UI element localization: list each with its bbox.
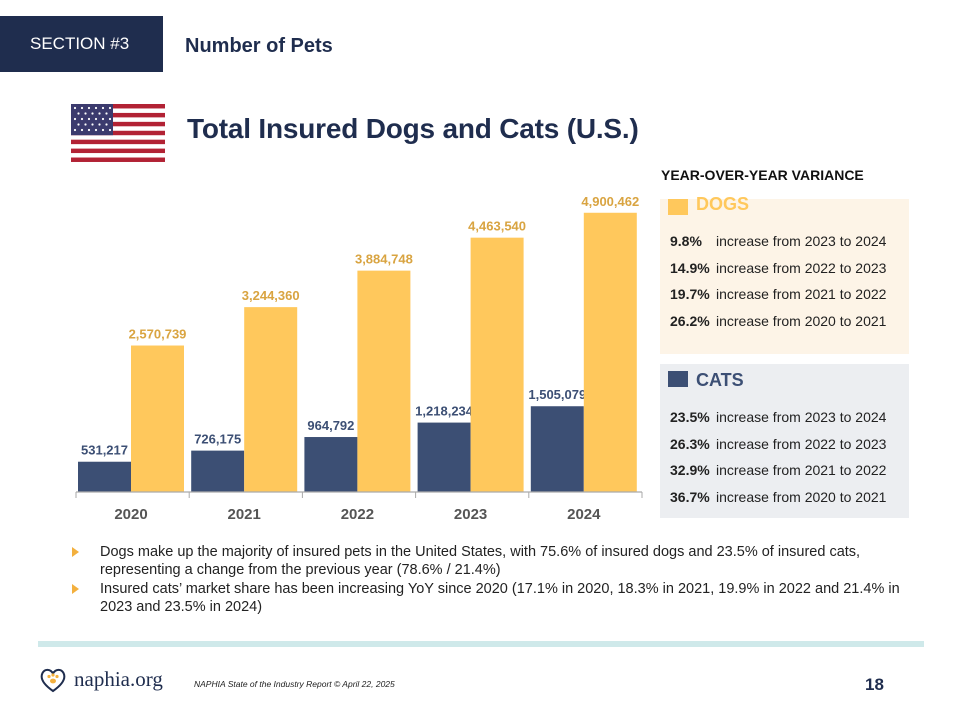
section-title: Number of Pets <box>185 35 333 57</box>
cats-bar <box>304 437 358 492</box>
us-flag-icon <box>71 104 165 162</box>
variance-row: 23.5% increase from 2023 to 2024 <box>670 409 903 436</box>
bullet-item: Dogs make up the majority of insured pet… <box>72 543 912 579</box>
section-label: SECTION #3 <box>30 34 130 53</box>
dogs-bar <box>244 307 298 492</box>
naphia-logo: naphia.org <box>38 664 163 694</box>
variance-pct: 9.8% <box>670 233 702 249</box>
variance-heading: YEAR-OVER-YEAR VARIANCE <box>661 167 864 183</box>
variance-row: 9.8% increase from 2023 to 2024 <box>670 233 903 260</box>
cats-data-label: 531,217 <box>81 443 128 458</box>
variance-pct: 23.5% <box>670 409 710 425</box>
section-tab: SECTION #3 <box>0 16 163 72</box>
dogs-data-label: 4,900,462 <box>581 194 639 209</box>
cats-data-label: 1,218,234 <box>415 404 474 419</box>
bullet-arrow-icon <box>72 584 79 594</box>
bullet-text: Dogs make up the majority of insured pet… <box>100 544 861 578</box>
bullet-text: Insured cats’ market share has been incr… <box>100 581 900 615</box>
dogs-data-label: 2,570,739 <box>129 327 187 342</box>
bullet-item: Insured cats’ market share has been incr… <box>72 580 912 616</box>
x-tick-label: 2021 <box>228 506 261 523</box>
variance-text: increase from 2022 to 2023 <box>716 259 887 276</box>
naphia-paw-heart-icon <box>40 668 66 693</box>
dogs-legend-label: DOGS <box>696 194 750 214</box>
chart-title: Total Insured Dogs and Cats (U.S.) <box>187 113 639 144</box>
cats-bar <box>191 450 245 492</box>
variance-text: increase from 2021 to 2022 <box>716 286 887 302</box>
x-tick-label: 2023 <box>454 506 487 523</box>
dogs-bar <box>583 212 637 493</box>
variance-text: increase from 2020 to 2021 <box>716 312 887 329</box>
cats-legend-label: CATS <box>696 370 744 390</box>
cats-data-label: 726,175 <box>194 432 241 447</box>
variance-row: 26.3% increase from 2022 to 2023 <box>670 436 903 463</box>
variance-row: 32.9% increase from 2021 to 2022 <box>670 462 903 489</box>
variance-pct: 26.2% <box>670 312 710 329</box>
dogs-data-label: 3,884,748 <box>355 252 413 267</box>
variance-pct: 32.9% <box>670 462 710 478</box>
dogs-legend-swatch <box>668 199 688 215</box>
footer-note: NAPHIA State of the Industry Report © Ap… <box>194 679 395 689</box>
dogs-variance-panel: DOGS 9.8% increase from 2023 to 2024 14.9… <box>660 194 909 354</box>
variance-row: 19.7% increase from 2021 to 2022 <box>670 286 903 313</box>
cats-legend-swatch <box>668 371 688 387</box>
logo-text: naphia.org <box>74 666 163 691</box>
dogs-data-label: 3,244,360 <box>242 288 300 303</box>
variance-row: 36.7% increase from 2020 to 2021 <box>670 489 903 516</box>
dogs-bar <box>357 270 411 492</box>
cats-data-label: 964,792 <box>307 418 354 433</box>
insight-bullets: Dogs make up the majority of insured pet… <box>72 543 912 617</box>
dogs-bar <box>470 237 524 492</box>
variance-text: increase from 2023 to 2024 <box>716 233 887 249</box>
variance-pct: 26.3% <box>670 435 710 452</box>
variance-row: 14.9% increase from 2022 to 2023 <box>670 260 903 287</box>
cats-bar <box>530 406 584 492</box>
cats-data-label: 1,505,079 <box>528 387 586 402</box>
dogs-bar <box>131 345 184 492</box>
x-tick-label: 2022 <box>341 506 374 523</box>
bar-chart-svg: 531,217 2,570,739 2020 726,175 3,244,360 2021… <box>75 194 643 523</box>
variance-text: increase from 2023 to 2024 <box>716 409 887 425</box>
bullet-arrow-icon <box>72 547 79 557</box>
variance-text: increase from 2022 to 2023 <box>716 435 887 452</box>
page-number: 18 <box>865 675 884 694</box>
footer-divider <box>38 641 924 647</box>
bar-chart: 531,217 2,570,739 2020 726,175 3,244,360 2021… <box>40 190 660 530</box>
variance-pct: 14.9% <box>670 259 710 276</box>
x-tick-label: 2024 <box>567 506 601 523</box>
cats-bar <box>78 461 131 492</box>
x-tick-label: 2020 <box>114 506 147 523</box>
cats-variance-panel: CATS 23.5% increase from 2023 to 2024 26.… <box>660 364 909 518</box>
variance-text: increase from 2021 to 2022 <box>716 462 887 478</box>
cats-bar <box>417 422 471 492</box>
variance-row: 26.2% increase from 2020 to 2021 <box>670 313 903 340</box>
dogs-data-label: 4,463,540 <box>468 219 526 234</box>
variance-pct: 19.7% <box>670 286 710 302</box>
variance-pct: 36.7% <box>670 488 710 505</box>
variance-text: increase from 2020 to 2021 <box>716 488 887 505</box>
